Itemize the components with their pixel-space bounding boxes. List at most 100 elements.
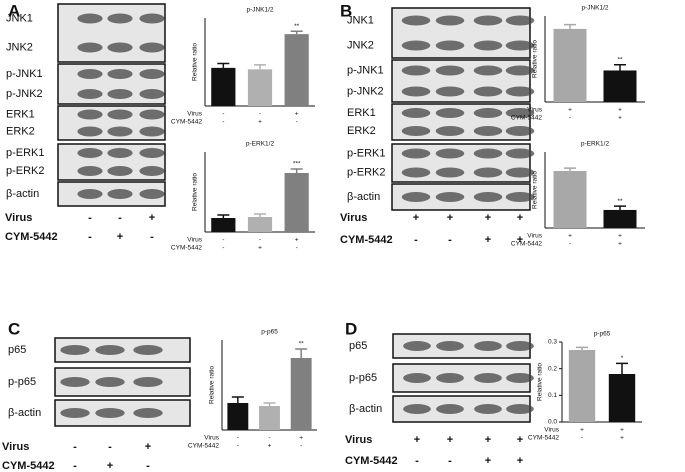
- significance: ***: [293, 161, 301, 168]
- band: [435, 65, 465, 76]
- band: [401, 108, 431, 118]
- condition-sign: -: [448, 455, 452, 467]
- band: [133, 345, 163, 355]
- band: [473, 148, 503, 159]
- condition-name: CYM-5442: [2, 460, 55, 472]
- condition-sign: +: [485, 212, 491, 224]
- error-bar: [290, 30, 303, 35]
- error-bar: [614, 205, 626, 210]
- bar: [211, 67, 236, 106]
- bar: [290, 358, 312, 430]
- band: [473, 86, 503, 97]
- band: [473, 167, 503, 178]
- band: [474, 341, 502, 351]
- band: [401, 126, 431, 136]
- chart-title: p-p65: [261, 329, 278, 336]
- condition-sign: +: [618, 107, 622, 114]
- condition-sign: -: [146, 460, 150, 472]
- band: [77, 42, 103, 53]
- bar: [259, 406, 280, 430]
- chart-title: p-ERK1/2: [581, 141, 610, 148]
- bar: [284, 34, 309, 107]
- band: [401, 192, 431, 202]
- band: [474, 373, 502, 383]
- band-label: β-actin: [8, 407, 41, 419]
- condition-sign: +: [620, 427, 624, 434]
- chart-title: p-p65: [594, 331, 611, 338]
- bar: [211, 218, 236, 232]
- condition-sign: +: [618, 241, 622, 248]
- condition-name: Virus: [187, 111, 202, 118]
- condition-name: Virus: [187, 237, 202, 244]
- condition-name: CYM-5442: [511, 241, 542, 248]
- condition-sign: +: [149, 212, 155, 224]
- error-bar: [616, 362, 628, 374]
- band: [139, 89, 165, 99]
- band: [95, 377, 125, 387]
- error-bar: [263, 402, 276, 406]
- condition-sign: +: [145, 441, 151, 453]
- band: [139, 189, 165, 199]
- condition-sign: +: [568, 107, 572, 114]
- band-label: β-actin: [349, 403, 382, 415]
- condition-name: Virus: [204, 435, 219, 442]
- y-tick-label: 0.0: [548, 419, 557, 426]
- band-label: p65: [349, 340, 367, 352]
- condition-name: Virus: [340, 212, 367, 224]
- blot-frame: [391, 7, 531, 59]
- band-label: p-JNK1: [347, 64, 384, 76]
- band: [506, 341, 534, 351]
- bar: [227, 403, 249, 430]
- band: [107, 69, 133, 79]
- band: [401, 65, 431, 76]
- condition-sign: +: [517, 434, 523, 446]
- condition-sign: +: [485, 434, 491, 446]
- band: [401, 148, 431, 159]
- condition-sign: -: [73, 460, 77, 472]
- band: [505, 192, 535, 202]
- band: [435, 108, 465, 118]
- chart-title: p-ERK1/2: [246, 141, 275, 148]
- band: [77, 109, 103, 120]
- band: [107, 42, 133, 53]
- condition-sign: +: [295, 237, 299, 244]
- band: [435, 15, 465, 26]
- condition-sign: -: [237, 435, 239, 442]
- condition-sign: +: [258, 245, 262, 252]
- chart-title: p-JNK1/2: [581, 5, 608, 12]
- condition-sign: +: [485, 455, 491, 467]
- band: [107, 109, 133, 120]
- condition-sign: +: [299, 435, 303, 442]
- condition-name: Virus: [5, 212, 32, 224]
- band-label: p-JNK2: [347, 85, 384, 97]
- band-label: p65: [8, 344, 26, 356]
- band: [107, 189, 133, 199]
- band: [95, 345, 125, 355]
- band: [77, 189, 103, 199]
- band: [506, 373, 534, 383]
- condition-name: Virus: [345, 434, 372, 446]
- condition-sign: -: [222, 237, 224, 244]
- band-label: p-ERK2: [347, 166, 386, 178]
- band: [473, 126, 503, 136]
- band: [401, 167, 431, 178]
- condition-sign: -: [118, 212, 122, 224]
- condition-sign: +: [107, 460, 113, 472]
- condition-sign: -: [569, 115, 571, 122]
- band-label: ERK1: [6, 108, 35, 120]
- condition-name: CYM-5442: [528, 435, 559, 442]
- band: [435, 126, 465, 136]
- band: [133, 408, 163, 418]
- error-bar: [254, 64, 266, 70]
- band: [401, 40, 431, 51]
- error-bar: [290, 168, 303, 173]
- condition-sign: -: [259, 111, 261, 118]
- y-axis-label: Relative ratio: [532, 171, 539, 209]
- condition-sign: -: [415, 455, 419, 467]
- band: [107, 89, 133, 99]
- condition-sign: -: [237, 443, 239, 450]
- band: [133, 377, 163, 387]
- band: [505, 86, 535, 97]
- condition-sign: -: [448, 234, 452, 246]
